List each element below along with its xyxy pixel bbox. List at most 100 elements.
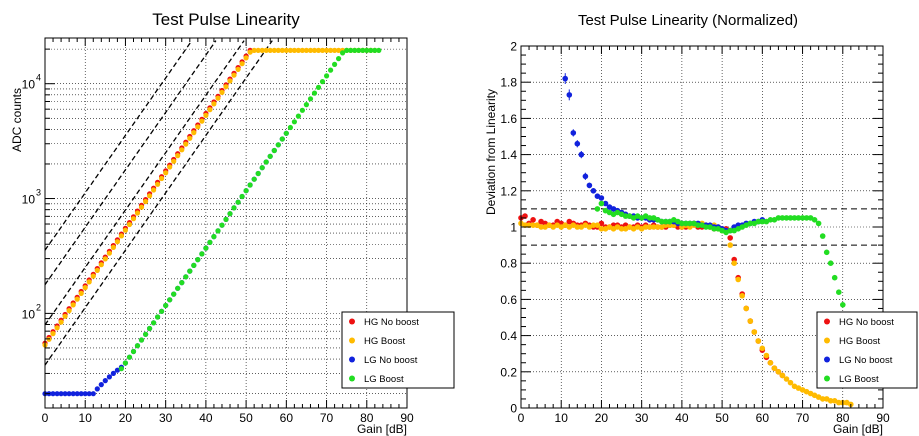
data-point: [195, 124, 201, 130]
legend-marker: [349, 356, 355, 363]
data-point: [590, 222, 597, 228]
y-tick-label: 2: [510, 40, 517, 54]
data-point: [283, 47, 289, 54]
data-point: [259, 165, 265, 171]
data-point: [118, 233, 124, 239]
y-tick-exponent: 2: [36, 302, 41, 312]
x-tick-label: 60: [280, 411, 294, 425]
data-point: [303, 102, 309, 108]
data-point: [70, 391, 76, 397]
data-point: [259, 47, 265, 54]
data-point: [175, 285, 181, 291]
data-point: [751, 329, 758, 335]
data-point: [811, 217, 818, 223]
data-point: [58, 391, 64, 397]
data-point: [122, 360, 128, 366]
data-point: [574, 224, 581, 230]
data-point: [538, 224, 544, 230]
data-point: [86, 391, 92, 397]
data-point: [683, 220, 689, 227]
data-point: [566, 92, 573, 98]
y-tick-label: 10: [22, 193, 36, 207]
data-point: [62, 313, 68, 319]
data-point: [134, 210, 141, 216]
data-point: [243, 188, 249, 194]
data-point: [287, 47, 293, 54]
data-point: [791, 215, 798, 221]
data-point: [747, 220, 754, 227]
data-point: [247, 182, 253, 188]
data-point: [187, 135, 193, 141]
x-tick-label: 20: [119, 411, 133, 425]
data-point: [138, 337, 145, 343]
data-point: [179, 147, 185, 153]
data-point: [159, 175, 165, 182]
data-point: [315, 47, 322, 54]
data-point: [368, 47, 374, 54]
data-point: [819, 396, 826, 402]
data-point: [86, 279, 92, 285]
data-point: [319, 47, 326, 54]
data-point: [646, 224, 653, 230]
data-point: [102, 256, 108, 262]
x-axis-label-left: Gain [dB]: [357, 422, 407, 436]
y-tick-label: 0.4: [500, 329, 517, 343]
data-point: [143, 198, 149, 205]
data-point: [191, 130, 197, 136]
data-point: [247, 49, 253, 55]
reference-line: [44, 40, 273, 366]
data-point: [239, 193, 245, 200]
data-point: [179, 280, 185, 286]
data-point: [199, 118, 205, 124]
legend-label: LG Boost: [839, 374, 879, 385]
y-tick-label: 0.8: [500, 257, 517, 271]
data-point: [263, 47, 269, 54]
x-tick-label: 10: [555, 411, 569, 425]
data-point: [231, 205, 237, 211]
data-point: [66, 308, 72, 314]
legend-label: LG No boost: [364, 355, 418, 366]
reference-line: [44, 40, 193, 251]
data-point: [687, 220, 693, 227]
legend-label: HG No boost: [839, 317, 894, 328]
data-point: [735, 276, 741, 283]
data-point: [187, 268, 193, 274]
data-point: [219, 222, 225, 228]
x-tick-label: 30: [159, 411, 173, 425]
reference-line: [44, 40, 245, 326]
y-tick-label: 1.8: [500, 76, 517, 90]
data-point: [219, 89, 225, 95]
data-point: [163, 170, 169, 176]
data-point: [275, 47, 281, 54]
data-point: [66, 391, 72, 397]
data-point: [332, 47, 338, 54]
chart-panel-right: Test Pulse Linearity (Normalized) 0 10 20 3…: [484, 12, 918, 436]
y-tick-label: 10: [22, 78, 36, 92]
data-point: [267, 153, 273, 159]
data-point: [94, 267, 100, 273]
data-point: [328, 67, 334, 73]
data-point: [787, 215, 794, 221]
data-point: [622, 213, 629, 219]
data-point: [574, 140, 581, 147]
data-point: [372, 47, 378, 54]
data-point: [303, 47, 309, 54]
data-point: [106, 374, 112, 380]
data-point: [171, 158, 177, 164]
data-point: [126, 221, 133, 228]
data-point: [106, 250, 112, 256]
chart-title-left: Test Pulse Linearity: [152, 10, 300, 29]
data-point: [727, 227, 733, 234]
legend-marker: [824, 375, 830, 382]
data-point: [319, 79, 326, 85]
data-point: [655, 224, 661, 230]
y-tick-label: 0.2: [500, 365, 517, 379]
data-point: [831, 274, 838, 281]
data-point: [779, 215, 786, 221]
legend-marker: [349, 318, 355, 325]
data-point: [130, 216, 137, 222]
data-point: [530, 217, 536, 223]
y-tick-label: 1.2: [500, 184, 517, 198]
data-point: [364, 47, 370, 54]
data-point: [215, 95, 221, 101]
